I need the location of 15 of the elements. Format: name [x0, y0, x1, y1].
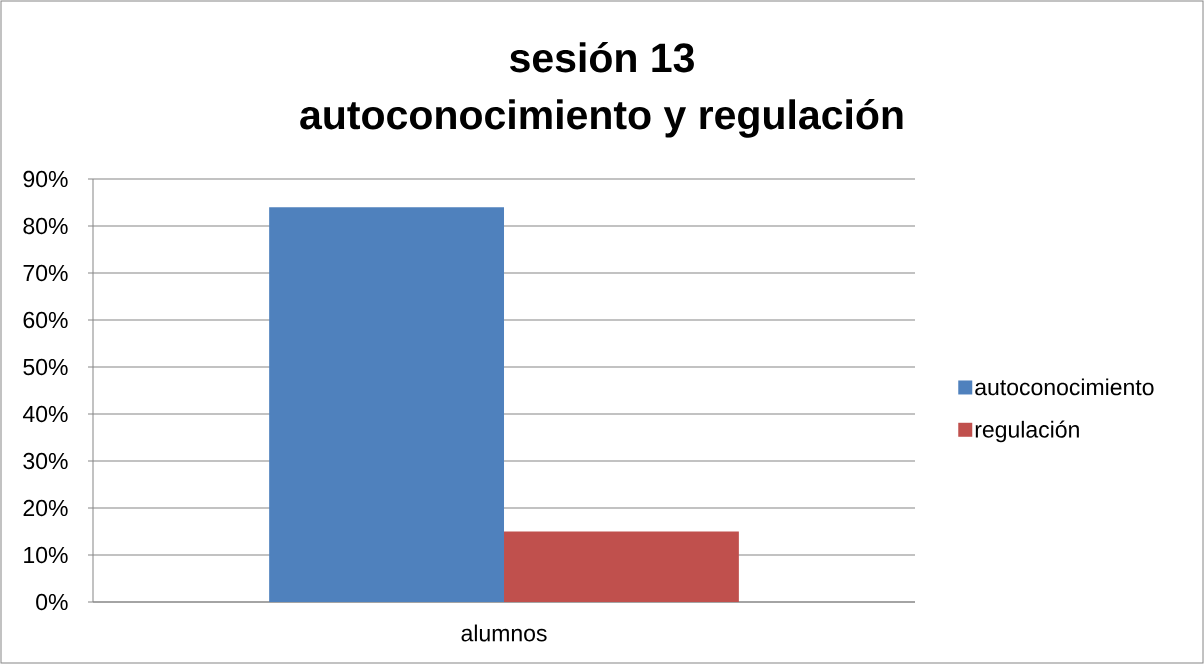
y-tick-label: 80% [23, 217, 68, 235]
x-tick-label: alumnos [461, 624, 547, 642]
y-tick-label: 70% [23, 264, 68, 282]
y-tick-label: 10% [24, 546, 68, 564]
y-tick-label: 30% [23, 452, 68, 470]
chart-subtitle: autoconocimiento y regulación [300, 98, 903, 138]
y-tick-label: 90% [23, 170, 68, 188]
y-tick-label: 20% [23, 499, 68, 517]
legend-label: regulación [975, 420, 1079, 443]
y-tick-label: 60% [23, 311, 68, 329]
y-tick-label: 40% [22, 405, 68, 423]
chart-title: sesión 13 [510, 41, 694, 73]
y-tick-label: 50% [23, 358, 68, 376]
y-tick-label: 0% [36, 593, 68, 611]
legend-label: autoconocimiento [975, 378, 1154, 396]
